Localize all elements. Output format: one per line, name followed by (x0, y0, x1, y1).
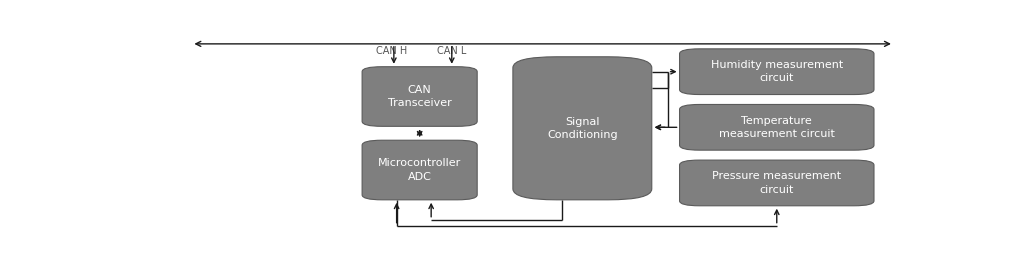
Text: Humidity measurement
circuit: Humidity measurement circuit (711, 60, 843, 83)
Text: Temperature
measurement circuit: Temperature measurement circuit (719, 116, 835, 139)
Text: Signal
Conditioning: Signal Conditioning (547, 117, 617, 140)
Text: CAN
Transceiver: CAN Transceiver (388, 85, 452, 108)
Text: CAN H: CAN H (376, 46, 408, 56)
FancyBboxPatch shape (362, 67, 477, 126)
FancyBboxPatch shape (680, 104, 873, 150)
Text: Microcontroller
ADC: Microcontroller ADC (378, 158, 461, 182)
FancyBboxPatch shape (513, 57, 651, 200)
FancyBboxPatch shape (680, 49, 873, 94)
Text: Pressure measurement
circuit: Pressure measurement circuit (713, 171, 842, 195)
Text: CAN L: CAN L (437, 46, 467, 56)
FancyBboxPatch shape (362, 140, 477, 200)
FancyBboxPatch shape (680, 160, 873, 206)
